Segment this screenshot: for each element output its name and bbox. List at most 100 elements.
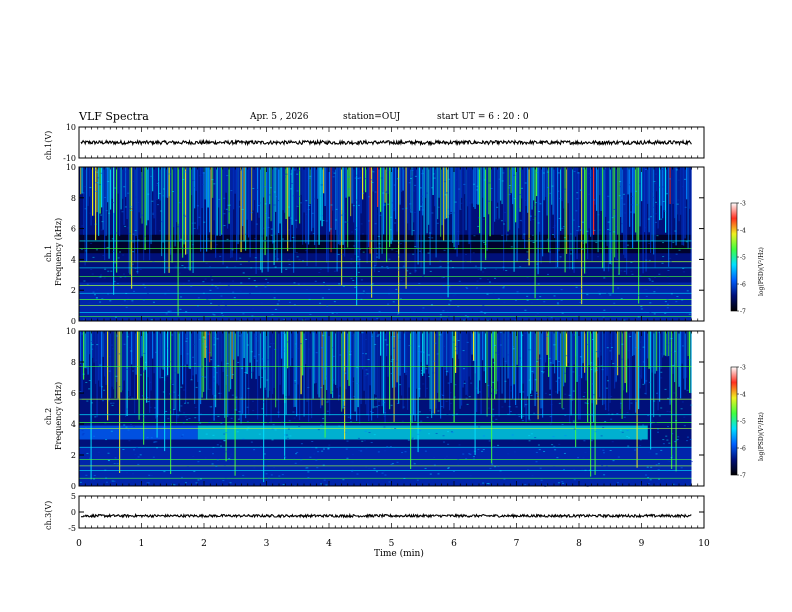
spec2-speckle — [258, 433, 261, 435]
spec2-speckle — [670, 446, 673, 448]
spec2-speckle — [562, 408, 565, 410]
spec1-speckle — [230, 190, 233, 192]
spec1-speckle — [411, 170, 414, 172]
spec1-speckle — [91, 273, 94, 275]
spec2-chorus-streak — [615, 331, 617, 382]
spec2-chorus-streak — [206, 331, 208, 400]
spec1-speckle — [620, 197, 623, 199]
spec1-chorus-streak — [533, 167, 535, 201]
spec2-speckle — [672, 483, 675, 485]
spec2-chorus-streak — [573, 331, 575, 365]
spec1-speckle — [93, 169, 96, 171]
spec1-speckle — [421, 173, 424, 175]
spec2-speckle — [412, 461, 415, 463]
spec1-speckle — [515, 251, 518, 253]
spec2-speckle — [524, 484, 527, 486]
spec1-speckle — [564, 188, 567, 190]
spec1-speckle — [256, 189, 259, 191]
spec1-speckle — [393, 302, 396, 304]
spec2-speckle — [678, 384, 681, 386]
spec2-speckle — [293, 417, 296, 419]
spec2-speckle — [424, 450, 427, 452]
spec2-chorus-streak — [530, 331, 532, 394]
spec1-chorus-streak — [386, 167, 388, 263]
spec2-speckle — [610, 346, 613, 348]
spec1-chorus-streak — [482, 167, 484, 198]
spec1-speckle — [283, 318, 286, 320]
spec2-chorus-streak — [452, 331, 454, 359]
spec1-speckle — [593, 229, 596, 231]
spec2-speckle — [181, 476, 184, 478]
spec2-chorus-streak — [632, 331, 634, 356]
spec1-chorus-streak — [674, 167, 676, 219]
spec1-speckle — [484, 267, 487, 269]
spec1-speckle — [446, 214, 449, 216]
spec2-speckle — [469, 453, 472, 455]
spec2-speckle — [95, 359, 98, 361]
spec1-chorus-streak — [663, 167, 665, 211]
spec2-chorus-streak — [291, 331, 293, 359]
spec2-chorus-streak — [111, 331, 113, 387]
spec2-speckle — [167, 418, 170, 420]
spec2-speckle — [605, 387, 608, 389]
spec2-speckle — [537, 359, 540, 361]
spec2-speckle — [238, 411, 241, 413]
spec1-speckle — [518, 194, 521, 196]
spec2-speckle — [524, 333, 527, 335]
spec1-speckle — [227, 285, 230, 287]
spec2-chorus-streak — [198, 331, 200, 422]
spec1-speckle — [645, 295, 648, 297]
spec2-chorus-streak — [554, 331, 556, 374]
spec1-chorus-streak — [299, 167, 301, 224]
spec1-speckle — [131, 263, 134, 265]
spec1-speckle — [644, 227, 647, 229]
spec2-speckle — [278, 475, 281, 477]
spec2-speckle — [455, 346, 458, 348]
spec2-speckle — [194, 407, 197, 409]
spec1-speckle — [464, 260, 467, 262]
spec1-chorus-streak — [684, 167, 686, 239]
spec2-speckle — [600, 365, 603, 367]
spec2-chorus-streak — [128, 331, 130, 391]
spec2-speckle — [558, 443, 561, 445]
spec1-speckle — [371, 283, 374, 285]
spec2-chorus-streak — [515, 331, 517, 405]
spec1-speckle — [546, 171, 549, 173]
spec2-speckle — [528, 349, 531, 351]
spec2-speckle — [541, 372, 544, 374]
spec1-chorus-streak — [627, 167, 629, 195]
spec1-chorus-streak — [375, 167, 377, 267]
spec1-speckle — [569, 253, 572, 255]
spec2-chorus-streak — [348, 331, 350, 386]
spec2-speckle — [634, 400, 637, 402]
spec1-chorus-streak — [120, 167, 122, 210]
spec1-speckle — [129, 207, 132, 209]
spec1-chorus-streak — [326, 167, 328, 263]
spec1-speckle — [106, 247, 109, 249]
spec2-speckle — [141, 395, 144, 397]
spec2-speckle — [583, 391, 586, 393]
spec2-speckle — [199, 413, 202, 415]
spec1-speckle — [623, 270, 626, 272]
spec2-speckle — [581, 468, 584, 470]
spec2-speckle — [669, 411, 672, 413]
spec2-chorus-streak — [537, 331, 539, 420]
spec2-speckle — [544, 392, 547, 394]
spec2-speckle — [503, 478, 506, 480]
spec2-speckle — [601, 369, 604, 371]
spec1-chorus-streak — [402, 167, 404, 191]
spec2-chorus-streak — [485, 331, 487, 383]
spec2-speckle — [173, 484, 176, 486]
spec2-chorus-streak — [264, 331, 266, 388]
spec1-chorus-streak — [141, 167, 143, 224]
spec2-chorus-streak — [287, 331, 289, 369]
spec2-chorus-streak — [258, 331, 260, 376]
spec1-speckle — [105, 210, 108, 212]
spec1-chorus-streak — [456, 167, 458, 257]
spec1-speckle — [83, 280, 86, 282]
spec1-speckle — [360, 223, 363, 225]
spec2-speckle — [153, 407, 156, 409]
spec2-speckle — [564, 414, 567, 416]
spec2-chorus-streak — [431, 331, 433, 419]
spec1-speckle — [657, 186, 660, 188]
